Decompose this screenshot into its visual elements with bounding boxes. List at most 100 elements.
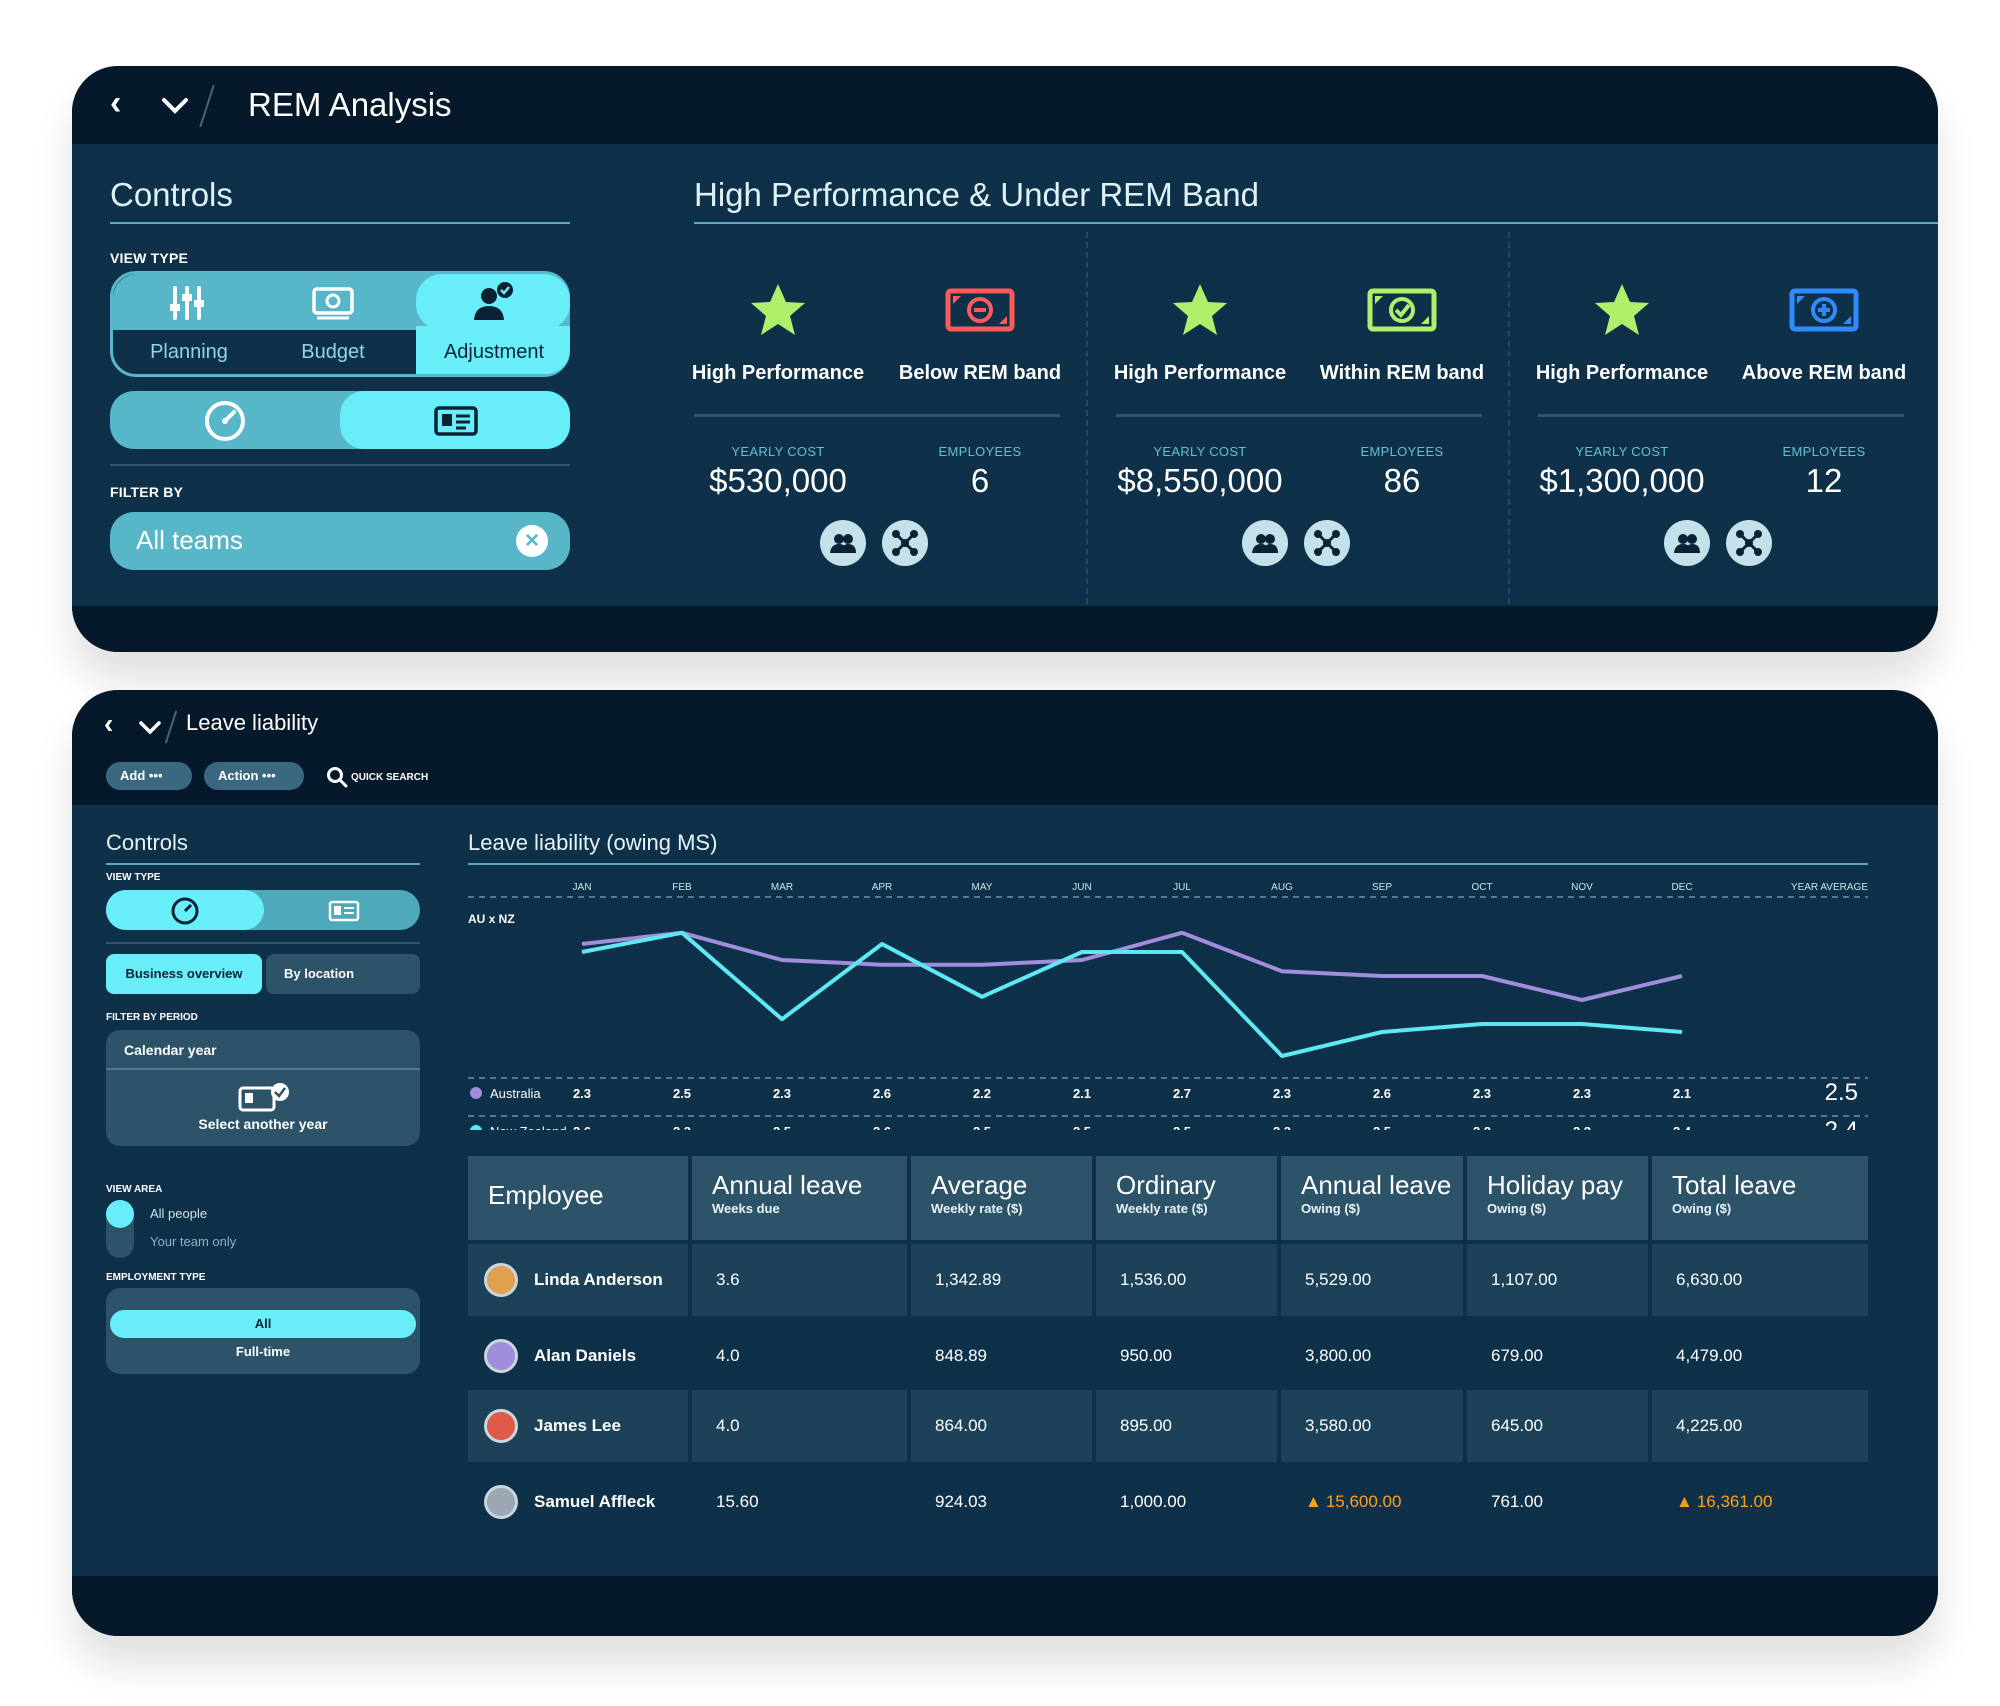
cell-value: 1,107.00	[1491, 1270, 1558, 1289]
quick-search-link[interactable]: QUICK SEARCH	[351, 772, 429, 783]
employee-name[interactable]: Samuel Affleck	[534, 1492, 656, 1511]
controls-divider	[110, 464, 570, 466]
table-cell-weeks: 15.60	[716, 1466, 759, 1538]
table-row[interactable]: James Lee 4.0 864.00 895.00 3,580.00 645.00 4,…	[468, 1390, 1868, 1462]
banknote-icon	[945, 288, 1015, 332]
card-divider	[694, 414, 1060, 417]
column-header[interactable]: Ordinary Weekly rate ($)	[1096, 1156, 1277, 1240]
controls-title: Controls	[110, 176, 233, 213]
by-location-button[interactable]: By location	[266, 954, 420, 994]
network-icon[interactable]	[1726, 520, 1772, 566]
table-cell-weeks: 3.6	[716, 1244, 740, 1316]
employment-all-option[interactable]: All	[110, 1310, 416, 1338]
sliders-icon[interactable]	[167, 284, 207, 322]
table-row[interactable]: Alan Daniels 4.0 848.89 950.00 3,800.00 679.0…	[468, 1320, 1868, 1392]
calendar-year-option[interactable]: Calendar year	[124, 1042, 217, 1058]
action-button[interactable]: Action •••	[204, 762, 304, 790]
tab-budget[interactable]: Budget	[301, 341, 365, 363]
cell-value: 4,225.00	[1676, 1416, 1743, 1435]
leave-liability-chart: JAN FEB MAR APR MAY JUN JUL AUG SEP OCT NOV DEC YEAR…	[468, 882, 1868, 1130]
view-area-label: VIEW AREA	[106, 1184, 163, 1195]
cell-value: 924.03	[935, 1492, 987, 1511]
row-cell-background	[911, 1390, 1092, 1462]
employee-name[interactable]: Alan Daniels	[534, 1346, 637, 1365]
yearly-cost-value: $530,000	[709, 462, 847, 499]
team-filter-field[interactable]: All teams ×	[110, 512, 570, 570]
employment-fulltime-option[interactable]: Full-time	[235, 1344, 291, 1359]
period-filter-box: Calendar year Select another year	[106, 1030, 420, 1146]
rem-header-bar: ‹ REM Analysis	[72, 66, 1938, 144]
column-header[interactable]: Average Weekly rate ($)	[911, 1156, 1092, 1240]
network-icon[interactable]	[1304, 520, 1350, 566]
column-subtitle: Weekly rate ($)	[931, 1201, 1023, 1216]
column-subtitle: Weekly rate ($)	[1116, 1201, 1208, 1216]
all-people-option[interactable]: All people	[150, 1206, 208, 1221]
data-value-label: 2.5	[773, 1124, 791, 1130]
employee-name[interactable]: Linda Anderson	[534, 1270, 663, 1289]
data-value-label: 2.6	[873, 1086, 891, 1101]
table-cell-al-owing: ▲ 15,600.00	[1305, 1466, 1401, 1538]
select-year-button[interactable]: Select another year	[198, 1116, 328, 1132]
add-button[interactable]: Add •••	[106, 762, 192, 790]
year-average-value: 2.4	[1825, 1117, 1858, 1130]
employee-name[interactable]: James Lee	[534, 1416, 621, 1435]
id-card-icon[interactable]	[434, 406, 478, 436]
table-cell-hp-owing: 645.00	[1491, 1390, 1543, 1462]
people-icon[interactable]	[820, 520, 866, 566]
table-row[interactable]: Linda Anderson 3.6 1,342.89 1,536.00 5,529.0…	[468, 1244, 1868, 1316]
search-icon[interactable]	[326, 766, 348, 788]
row-cell-background	[1096, 1244, 1277, 1316]
team-filter-value: All teams	[136, 525, 243, 555]
tab-adjustment[interactable]: Adjustment	[443, 341, 545, 363]
your-team-option[interactable]: Your team only	[150, 1234, 237, 1249]
column-header[interactable]: Total leave Owing ($)	[1652, 1156, 1868, 1240]
data-value-label: 2.4	[1673, 1124, 1692, 1130]
card-mode-active[interactable]	[340, 391, 570, 449]
card-check-icon[interactable]	[238, 1080, 292, 1112]
table-cell-total: 4,225.00	[1676, 1390, 1742, 1462]
business-overview-button[interactable]: Business overview	[106, 954, 262, 994]
column-header[interactable]: Annual leave Weeks due	[692, 1156, 907, 1240]
back-icon[interactable]: ‹	[110, 84, 122, 122]
chevron-down-icon[interactable]	[160, 96, 190, 116]
gauge-icon[interactable]	[204, 400, 246, 442]
chevron-down-icon[interactable]	[138, 720, 162, 736]
row-cell-background	[911, 1244, 1092, 1316]
band-label: Below REM band	[898, 362, 1062, 384]
people-icon[interactable]	[1664, 520, 1710, 566]
network-icon[interactable]	[882, 520, 928, 566]
gauge-icon[interactable]	[170, 896, 200, 926]
column-header[interactable]: Holiday pay Owing ($)	[1467, 1156, 1648, 1240]
id-card-icon[interactable]	[328, 900, 360, 922]
legend-label: Australia	[490, 1086, 541, 1101]
back-icon[interactable]: ‹	[104, 708, 114, 739]
people-icon[interactable]	[1242, 520, 1288, 566]
data-value-label: 2.5	[973, 1124, 991, 1130]
table-header-row: Employee Annual leave Weeks due Average Week…	[468, 1156, 1868, 1240]
user-check-icon[interactable]	[471, 280, 517, 324]
data-value-label: 2.5	[1073, 1124, 1091, 1130]
legend-dot	[470, 1087, 482, 1099]
star-icon	[751, 284, 805, 335]
card-divider	[1538, 414, 1904, 417]
yearly-cost-value: $1,300,000	[1539, 462, 1705, 499]
table-cell-avg: 924.03	[935, 1466, 987, 1538]
leave-header-bar: ‹ Leave liability Add ••• Action ••• QUI…	[72, 690, 1938, 805]
column-header[interactable]: Employee	[468, 1156, 688, 1240]
cell-value: 15.60	[716, 1492, 759, 1511]
table-row[interactable]: Samuel Affleck 15.60 924.03 1,000.00 ▲ 15,600…	[468, 1466, 1868, 1538]
tab-planning[interactable]: Planning	[150, 341, 228, 363]
clear-icon[interactable]: ×	[516, 525, 548, 557]
table-cell-avg: 1,342.89	[935, 1244, 1001, 1316]
banknote-icon[interactable]	[311, 286, 355, 320]
row-cell-background	[1652, 1244, 1868, 1316]
page-title: Leave liability	[186, 710, 319, 735]
view-area-knob[interactable]	[106, 1200, 134, 1228]
month-tick-label: FEB	[672, 882, 692, 893]
data-value-label: 2.1	[1073, 1086, 1091, 1101]
data-value-label: 2.3	[1473, 1086, 1491, 1101]
employees-caption: EMPLOYEES	[938, 444, 1022, 459]
row-cell-background	[692, 1244, 907, 1316]
employees-value: 12	[1805, 462, 1843, 499]
column-header[interactable]: Annual leave Owing ($)	[1281, 1156, 1463, 1240]
